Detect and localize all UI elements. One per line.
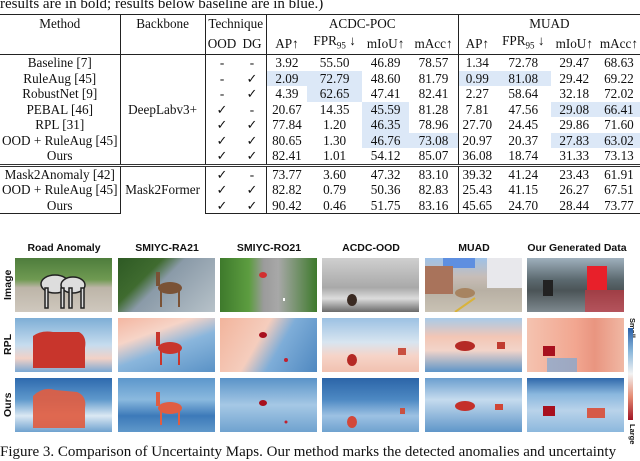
- image-road-anomaly: [15, 258, 112, 312]
- header-dg: DG: [238, 33, 267, 56]
- header-method: Method: [0, 14, 121, 33]
- ours-map-smiyc-ra21: [118, 378, 215, 432]
- table-row: PEBAL [46] ✓ - 20.67 14.35 45.59 81.28 7.81 4…: [0, 101, 640, 118]
- rpl-map-acdc-ood: [322, 318, 419, 372]
- column-title-smiyc-ra21: SMIYC-RA21: [135, 242, 199, 254]
- header-ap: AP↑: [458, 33, 496, 56]
- row-label-rpl: RPL: [2, 334, 14, 356]
- column-title-acdc-ood: ACDC-OOD: [342, 242, 400, 254]
- header-backbone: Backbone: [120, 14, 206, 33]
- ours-map-acdc-ood: [322, 378, 419, 432]
- header-fpr: FPR95 ↓: [495, 33, 551, 56]
- header-miou: mIoU↑: [550, 33, 598, 56]
- colorbar: [628, 328, 633, 420]
- uncertainty-figure: Road Anomaly SMIYC-RA21 SMIYC-RO21 ACDC-…: [0, 238, 640, 438]
- backbone-cell: Mask2Former: [120, 163, 206, 214]
- image-acdc-ood: [322, 258, 419, 312]
- figure-caption: Figure 3. Comparison of Uncertainty Maps…: [0, 444, 617, 460]
- row-label-image: Image: [2, 269, 14, 301]
- table-row: Ours ✓ ✓ 90.42 0.46 51.75 83.16 45.65 24.70 28…: [0, 197, 640, 215]
- header-fpr: FPR95 ↓: [307, 33, 363, 56]
- image-muad: [425, 258, 522, 312]
- table-row: Mask2Anomaly [42] Mask2Former ✓ - 73.77 3.…: [0, 163, 640, 214]
- header-ood: OOD: [205, 33, 239, 56]
- row-label-ours: Ours: [2, 392, 14, 418]
- rpl-map-smiyc-ro21: [220, 318, 317, 372]
- table-row: OOD + RuleAug [45] ✓ ✓ 80.65 1.30 46.76 73.0…: [0, 132, 640, 149]
- header-technique: Technique: [205, 14, 267, 33]
- table-row: RPL [31] ✓ ✓ 77.84 1.20 46.35 78.96 27.70 24.…: [0, 117, 640, 133]
- results-table: Method Backbone Technique ACDC-POC MUAD …: [0, 14, 640, 215]
- header-acdc-poc: ACDC-POC: [266, 14, 459, 33]
- intro-text: results are in bold; results below basel…: [0, 0, 324, 12]
- column-title-generated-data: Our Generated Data: [527, 242, 627, 254]
- image-smiyc-ro21: [220, 258, 317, 312]
- ours-map-road-anomaly: [15, 378, 112, 432]
- header-macc: mAcc↑: [409, 33, 459, 56]
- rpl-map-generated-data: [527, 318, 624, 372]
- rpl-map-smiyc-ra21: [118, 318, 215, 372]
- column-title-smiyc-ro21: SMIYC-RO21: [236, 242, 302, 254]
- header-ap: AP↑: [266, 33, 308, 56]
- image-generated-data: [527, 258, 624, 312]
- header-macc: mAcc↑: [597, 33, 640, 56]
- rpl-map-road-anomaly: [15, 318, 112, 372]
- table-row: RobustNet [9] - ✓ 4.39 62.65 47.41 82.41 2.2…: [0, 86, 640, 102]
- table-row: OOD + RuleAug [45] ✓ ✓ 82.82 0.79 50.36 82.8…: [0, 182, 634, 198]
- header-miou: mIoU↑: [362, 33, 410, 56]
- backbone-cell: DeepLabv3+: [120, 54, 206, 166]
- ours-map-muad: [425, 378, 522, 432]
- ours-map-generated-data: [527, 378, 624, 432]
- table-row: Baseline [7] DeepLabv3+ -- 3.92 55.50 46.8…: [0, 54, 640, 166]
- table-row: RuleAug [45] - ✓ 2.09 72.79 48.60 81.79 0.99…: [0, 70, 640, 87]
- colorbar-label-large: Large: [628, 424, 637, 445]
- image-smiyc-ra21: [118, 258, 215, 312]
- table-row: Ours ✓ ✓ 82.41 1.01 54.12 85.07 36.08 18.74 31…: [0, 148, 640, 166]
- ours-map-smiyc-ro21: [220, 378, 317, 432]
- column-title-road-anomaly: Road Anomaly: [27, 242, 101, 254]
- rpl-map-muad: [425, 318, 522, 372]
- header-muad: MUAD: [458, 14, 640, 33]
- column-title-muad: MUAD: [458, 242, 490, 254]
